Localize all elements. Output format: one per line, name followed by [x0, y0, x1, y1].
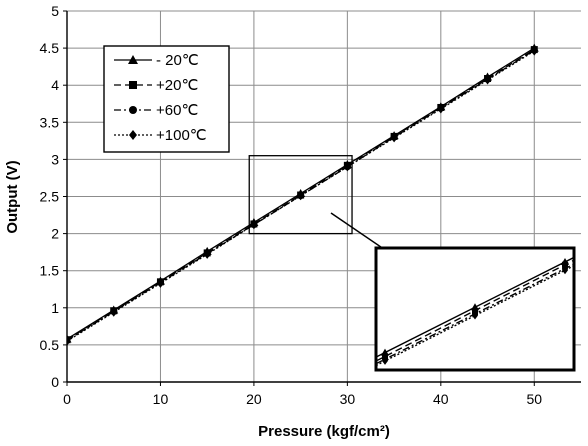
x-tick-label: 30: [340, 391, 356, 407]
legend-marker: [128, 55, 138, 64]
data-point: [203, 249, 211, 259]
legend-marker: [129, 106, 137, 114]
axes: 00.511.522.533.544.550 10 20 30 40 50: [40, 3, 581, 407]
data-point: [390, 133, 398, 143]
inset-data-point: [382, 356, 388, 365]
inset-series-line: [376, 265, 574, 367]
data-point: [484, 75, 492, 85]
zoom-box: [248, 155, 353, 235]
series-group: [67, 43, 539, 346]
y-axis-title: Output (V): [4, 160, 21, 233]
series-4: [67, 46, 538, 346]
inset-data-point: [562, 266, 568, 275]
legend-entry: +100℃: [114, 127, 207, 144]
data-point: [110, 307, 118, 317]
x-axis-title: Pressure (kgf/cm²): [258, 423, 390, 440]
y-tick-label: 4.5: [40, 40, 60, 56]
y-tick-label: 3.5: [40, 114, 60, 130]
data-point: [297, 191, 305, 201]
legend-marker: [129, 81, 137, 89]
legend-label: +100℃: [156, 127, 207, 144]
y-tick-label: 3: [51, 151, 59, 167]
y-tick-label: 2: [51, 226, 59, 242]
y-tick-label: 1: [51, 300, 59, 316]
y-tick-label: 0.5: [40, 337, 60, 353]
legend: - 20℃ +20℃ +60℃ +100℃: [103, 45, 230, 153]
legend-box: [103, 45, 230, 153]
zoom-annotation: [248, 155, 576, 372]
inset-data-point: [472, 311, 478, 320]
data-point: [156, 278, 164, 288]
x-tick-label: 40: [433, 391, 449, 407]
x-tick-label: 0: [63, 391, 71, 407]
inset-frame: [374, 246, 576, 372]
x-tick-label: 10: [153, 391, 169, 407]
y-tick-label: 1.5: [40, 263, 60, 279]
legend-entry: +60℃: [114, 102, 198, 119]
data-point: [250, 220, 258, 230]
inset-series-4: [376, 265, 574, 367]
inset-data-point: [562, 261, 568, 268]
y-tick-label: 0: [51, 374, 59, 390]
legend-label: +20℃: [156, 77, 198, 94]
legend-entry: +20℃: [114, 77, 198, 94]
inset-plot: [376, 256, 574, 367]
x-tick-label: 20: [246, 391, 262, 407]
y-tick-label: 4: [51, 77, 59, 93]
y-tick-label: 2.5: [40, 189, 60, 205]
y-tick-label: 5: [51, 3, 59, 19]
data-point: [437, 104, 445, 114]
data-point: [343, 162, 351, 172]
legend-marker: [129, 130, 137, 140]
legend-entry: - 20℃: [114, 52, 199, 69]
data-point: [530, 46, 538, 56]
x-tick-label: 50: [526, 391, 542, 407]
legend-label: - 20℃: [156, 52, 199, 69]
data-point: [67, 336, 71, 346]
legend-label: +60℃: [156, 102, 198, 119]
